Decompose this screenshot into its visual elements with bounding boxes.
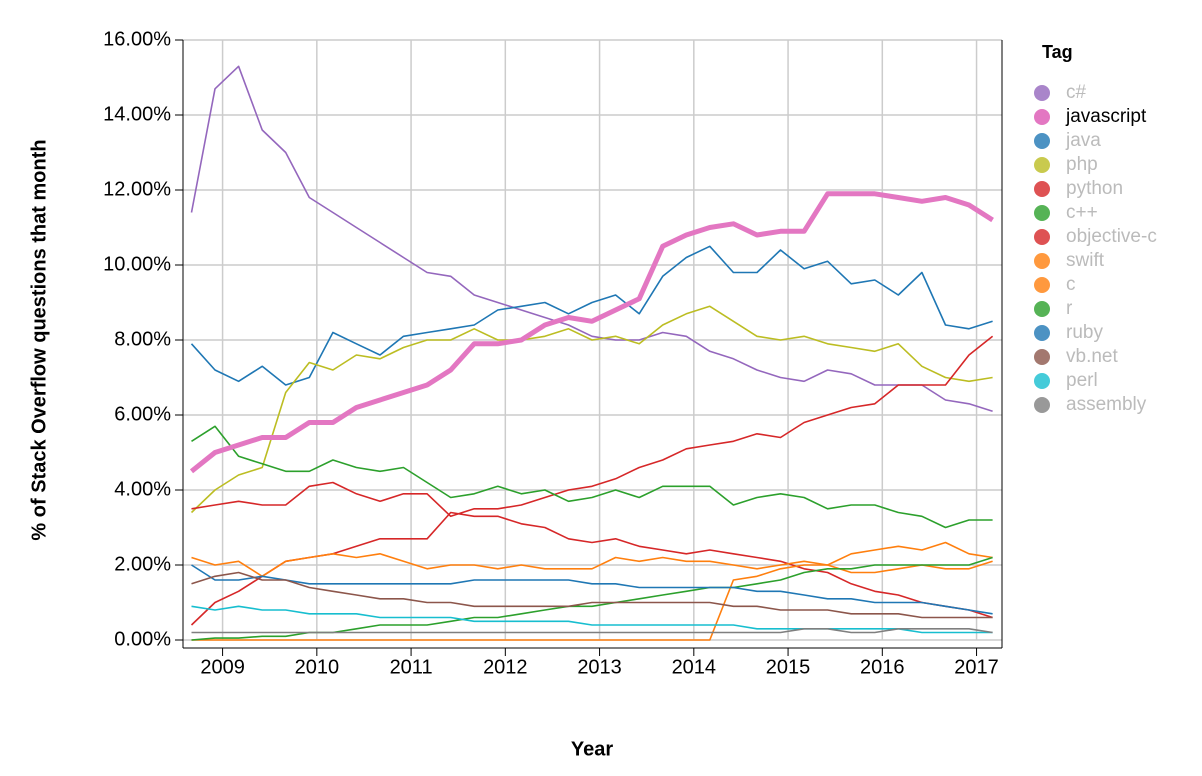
legend-label[interactable]: c++ bbox=[1066, 202, 1098, 223]
legend-label[interactable]: c# bbox=[1066, 82, 1087, 103]
legend-symbol[interactable] bbox=[1034, 277, 1050, 293]
legend-symbol[interactable] bbox=[1034, 397, 1050, 413]
legend-label[interactable]: javascript bbox=[1065, 106, 1147, 127]
x-tick-label: 2014 bbox=[672, 656, 717, 678]
legend-symbol[interactable] bbox=[1034, 253, 1050, 269]
series-line bbox=[191, 605, 993, 634]
series-line bbox=[191, 564, 993, 615]
series-line bbox=[191, 556, 993, 641]
legend-symbol[interactable] bbox=[1034, 85, 1050, 101]
x-tick-label: 2011 bbox=[390, 656, 433, 678]
legend-label[interactable]: java bbox=[1065, 130, 1101, 151]
legend-symbol[interactable] bbox=[1034, 373, 1050, 389]
series-line bbox=[190, 245, 993, 386]
legend-label[interactable]: python bbox=[1066, 178, 1123, 199]
y-tick-label: 16.00% bbox=[103, 28, 171, 50]
series-line bbox=[191, 425, 993, 529]
legend-symbol[interactable] bbox=[1034, 301, 1050, 317]
x-axis-title: Year bbox=[571, 738, 613, 760]
legend-label[interactable]: php bbox=[1066, 154, 1098, 175]
legend-symbol[interactable] bbox=[1034, 109, 1050, 125]
legend-label[interactable]: assembly bbox=[1066, 394, 1147, 415]
legend-label[interactable]: r bbox=[1066, 298, 1073, 319]
legend-label[interactable]: vb.net bbox=[1066, 346, 1118, 367]
series-line bbox=[191, 571, 993, 619]
legend-symbol[interactable] bbox=[1034, 133, 1050, 149]
series-line bbox=[190, 305, 993, 514]
y-tick-label: 0.00% bbox=[114, 628, 171, 650]
y-tick-label: 14.00% bbox=[103, 103, 171, 125]
y-tick-label: 10.00% bbox=[103, 253, 171, 275]
legend-symbol[interactable] bbox=[1034, 205, 1050, 221]
series-line bbox=[189, 191, 994, 474]
x-tick-label: 2013 bbox=[577, 656, 622, 678]
legend-symbol[interactable] bbox=[1034, 349, 1050, 365]
legend-label[interactable]: objective-c bbox=[1066, 226, 1157, 247]
y-tick-label: 12.00% bbox=[103, 178, 171, 200]
y-tick-label: 8.00% bbox=[114, 328, 171, 350]
y-axis-title: % of Stack Overflow questions that month bbox=[28, 139, 50, 540]
x-tick-label: 2017 bbox=[954, 656, 999, 678]
series-line bbox=[191, 628, 993, 634]
series-line bbox=[191, 560, 993, 641]
x-tick-label: 2012 bbox=[483, 656, 528, 678]
legend-symbol[interactable] bbox=[1034, 181, 1050, 197]
x-tick-label: 2010 bbox=[295, 656, 340, 678]
y-tick-label: 4.00% bbox=[114, 478, 171, 500]
series-line bbox=[190, 65, 993, 413]
series-line bbox=[191, 541, 993, 578]
legend-symbol[interactable] bbox=[1034, 157, 1050, 173]
legend-label[interactable]: swift bbox=[1066, 250, 1105, 271]
legend-symbol[interactable] bbox=[1034, 325, 1050, 341]
legend-label[interactable]: ruby bbox=[1066, 322, 1103, 343]
x-tick-label: 2016 bbox=[860, 656, 905, 678]
y-tick-label: 2.00% bbox=[114, 553, 171, 575]
x-tick-label: 2015 bbox=[766, 656, 811, 678]
series-line bbox=[191, 335, 994, 518]
legend-title: Tag bbox=[1042, 42, 1073, 62]
legend-label[interactable]: perl bbox=[1066, 370, 1098, 391]
y-tick-label: 6.00% bbox=[114, 403, 171, 425]
x-tick-label: 2009 bbox=[200, 656, 245, 678]
legend-label[interactable]: c bbox=[1066, 274, 1076, 295]
legend-symbol[interactable] bbox=[1034, 229, 1050, 245]
